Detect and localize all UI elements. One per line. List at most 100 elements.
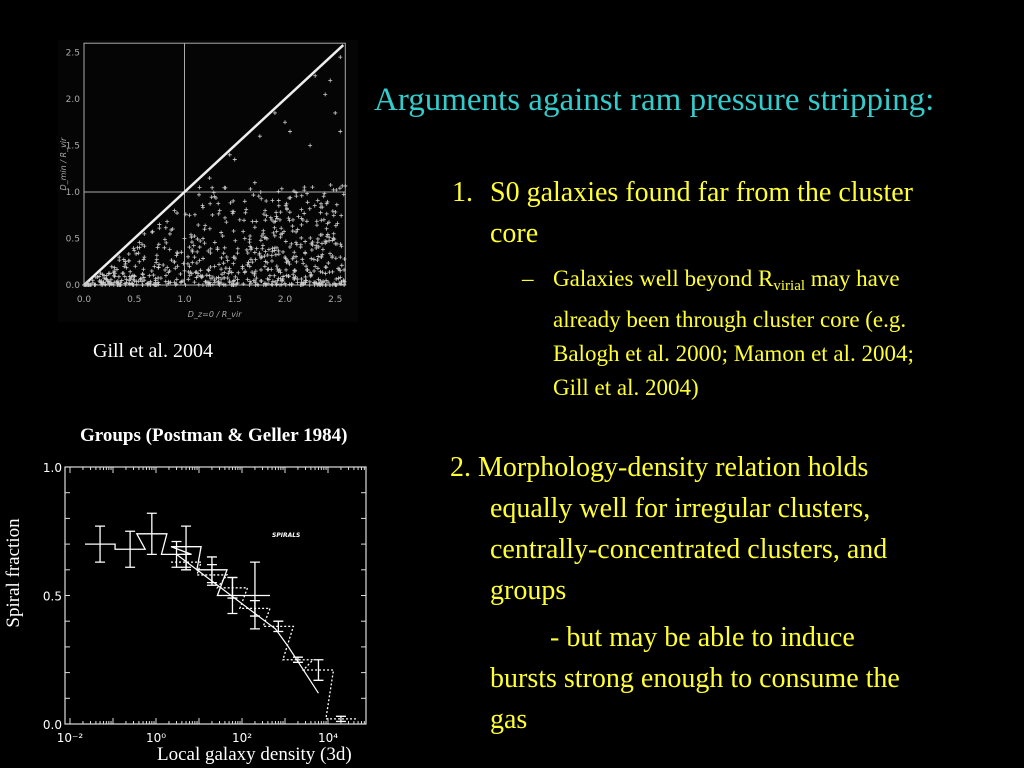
data-point [145,281,150,286]
data-point [222,215,227,220]
data-point [196,282,201,287]
data-point [219,267,224,272]
data-point [164,282,169,287]
data-point [292,268,297,273]
data-point [323,282,328,287]
data-point [259,233,264,238]
data-point [333,256,338,261]
data-point [283,239,288,244]
data-point [318,282,323,287]
data-point [327,235,332,240]
data-point [197,192,202,197]
data-point [225,276,230,281]
data-point [198,238,203,243]
data-point [220,272,225,277]
data-point [341,278,346,283]
data-point [319,201,324,206]
data-point [323,239,328,244]
data-point [242,236,247,241]
data-point [283,203,288,208]
data-point [112,269,117,274]
data-point [298,282,303,287]
data-point [199,274,204,279]
data-point [264,236,269,241]
data-point [339,263,344,268]
data-point [104,273,109,278]
data-point [339,244,344,249]
data-point [208,265,213,270]
data-point [260,243,265,248]
data-point [250,219,255,224]
data-point [294,194,299,199]
data-point [269,253,274,258]
data-point [259,196,264,201]
data-point [203,223,208,228]
data-point [206,268,211,273]
data-point [267,273,272,278]
point-2-line: bursts strong enough to consume the [490,663,900,694]
data-point [172,208,177,213]
data-point [322,191,327,196]
data-point [232,157,237,162]
y-tick-label: 2.0 [66,95,81,105]
data-point [235,277,240,282]
data-point [274,282,279,287]
chart-2-title: Groups (Postman & Geller 1984) [80,425,348,446]
data-point [210,185,215,190]
data-point [272,110,277,115]
data-point [289,241,294,246]
data-point [209,195,214,200]
data-point [175,251,180,256]
data-point [192,280,197,285]
data-point [294,190,299,195]
chart-1-frame [83,42,346,286]
data-point [328,251,333,256]
data-point [140,242,145,247]
x-tick-label: 10⁻² [57,731,84,745]
data-point [300,218,305,223]
data-point [275,266,280,271]
data-point [252,250,257,255]
data-point [213,196,218,201]
data-point [276,198,281,203]
data-point [233,256,238,261]
data-point [140,272,145,277]
data-point [333,110,338,115]
data-point [321,217,326,222]
data-point [330,254,335,259]
sub-bullet-line: Gill et al. 2004) [553,375,699,400]
data-point [212,240,217,245]
data-point [299,235,304,240]
data-point [174,253,179,258]
data-point [248,187,253,192]
x-tick-label: 0.0 [77,295,92,305]
data-point [82,282,87,287]
data-point [134,251,139,256]
data-point [210,282,215,287]
data-point [154,257,159,262]
data-point [243,269,248,274]
data-point [248,257,253,262]
data-point [333,223,338,228]
data-point [336,276,341,281]
data-point [105,279,110,284]
error-bar [171,540,182,568]
data-point [183,212,188,217]
data-point [327,282,332,287]
data-point [245,251,250,256]
x-tick-label: 2.5 [328,295,342,305]
data-point [274,210,279,215]
data-point [216,281,221,286]
data-point [187,245,192,250]
data-point [251,193,256,198]
data-point [299,277,304,282]
data-point [326,261,331,266]
data-point [86,279,91,284]
data-point [182,268,187,273]
data-point [196,271,201,276]
data-point [101,280,106,285]
data-point [336,266,341,271]
data-point [219,255,224,260]
data-point [128,269,133,274]
data-point [202,241,207,246]
